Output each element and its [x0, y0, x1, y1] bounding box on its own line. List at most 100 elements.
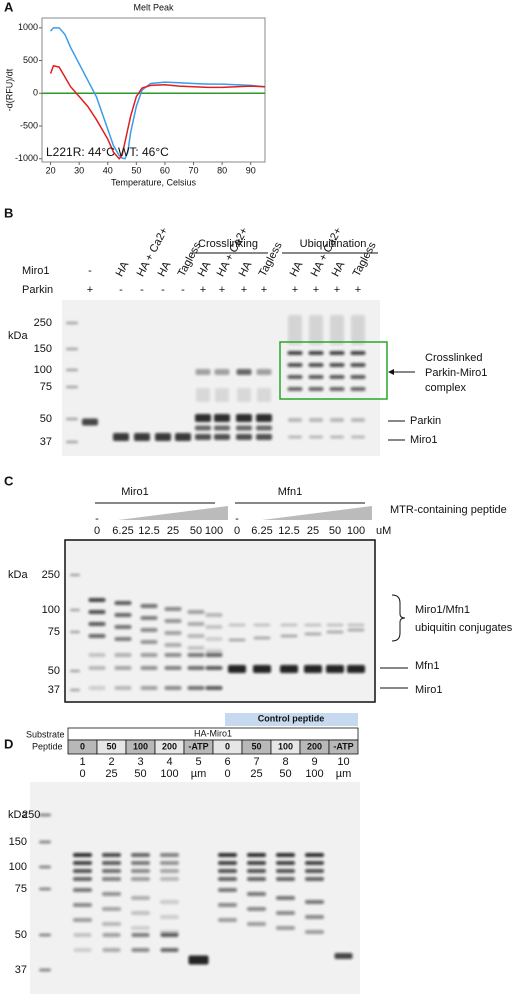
band: [247, 861, 266, 865]
lane-number: 8: [282, 756, 288, 768]
band: [214, 414, 230, 422]
lane-label: HA: [288, 259, 306, 279]
row-label: Miro1: [22, 265, 50, 277]
lane-label: -: [119, 284, 123, 296]
band: [66, 417, 78, 421]
band: [131, 853, 150, 857]
band: [304, 632, 322, 636]
band: [160, 900, 179, 904]
band: [205, 686, 223, 690]
lane-number: 9: [311, 756, 317, 768]
band: [140, 666, 158, 670]
band: [114, 613, 132, 617]
band: [114, 666, 132, 670]
band: [288, 435, 302, 439]
band: [66, 347, 78, 351]
concentration: 25: [105, 768, 117, 780]
band: [73, 948, 92, 952]
band: [330, 418, 344, 422]
band: [187, 653, 205, 657]
y-tick-label: 1000: [18, 22, 38, 32]
peptide: 50: [106, 741, 116, 751]
band: [309, 315, 323, 345]
dash: -: [95, 513, 99, 525]
lane-label: HA: [156, 259, 174, 279]
concentration: 50: [279, 768, 291, 780]
band: [160, 933, 179, 937]
band: [140, 604, 158, 608]
band: [218, 869, 237, 873]
control-banner: [225, 713, 358, 726]
band: [205, 666, 223, 670]
lane-number: 4: [166, 756, 172, 768]
band: [102, 922, 121, 926]
band: [276, 877, 295, 881]
peptide: 200: [162, 741, 177, 751]
band: [131, 926, 150, 930]
band: [305, 869, 324, 873]
peptide: -ATP: [333, 741, 353, 751]
band: [350, 375, 366, 379]
band: [350, 351, 366, 355]
band: [195, 434, 211, 440]
concentration: µm: [336, 768, 352, 780]
band: [102, 861, 121, 865]
band: [164, 666, 182, 670]
plot-frame: [41, 17, 266, 163]
concentration: 12.5: [278, 525, 299, 537]
band: [164, 653, 182, 657]
band: [39, 840, 51, 844]
header: Ubiquitination: [300, 238, 367, 250]
band: [329, 351, 345, 355]
band: [326, 665, 344, 673]
concentration: 25: [307, 525, 319, 537]
marker-label: 250: [42, 569, 60, 581]
concentration: 6.25: [112, 525, 133, 537]
band: [214, 425, 230, 431]
band: [187, 610, 205, 614]
lane-number: 5: [195, 756, 201, 768]
band: [305, 877, 324, 881]
band: [131, 869, 150, 873]
band: [114, 625, 132, 629]
panel-label: C: [4, 473, 14, 488]
band: [329, 363, 345, 367]
row-label: Parkin: [22, 284, 53, 296]
lane-label: +: [200, 284, 206, 296]
band: [39, 813, 51, 817]
panel-label: D: [4, 736, 13, 751]
band: [160, 869, 179, 873]
kda-label: kDa: [8, 330, 28, 342]
band: [256, 425, 272, 431]
band: [131, 877, 150, 881]
band: [236, 414, 252, 422]
concentration: 12.5: [138, 525, 159, 537]
lane-label: +: [261, 284, 267, 296]
band: [102, 877, 121, 881]
arrowhead: [388, 369, 394, 375]
band: [280, 623, 298, 627]
annotation: Crosslinked: [425, 352, 482, 364]
annotation: Mfn1: [415, 660, 439, 672]
band: [214, 369, 230, 375]
lane-label: HA: [114, 259, 132, 279]
concentration: 50: [190, 525, 202, 537]
band: [160, 853, 179, 857]
marker-label: 150: [9, 836, 27, 848]
unit: uM: [376, 525, 391, 537]
band: [160, 877, 179, 881]
lane-label: -: [88, 265, 92, 277]
band: [350, 387, 366, 391]
band: [305, 915, 324, 919]
band: [39, 887, 51, 891]
band: [287, 387, 303, 391]
band: [347, 665, 365, 673]
band: [280, 665, 298, 673]
band: [73, 877, 92, 881]
marker-label: 75: [15, 883, 27, 895]
band: [257, 388, 271, 402]
band: [205, 637, 223, 641]
x-tick-label: 80: [217, 165, 227, 175]
band: [88, 598, 106, 602]
band: [114, 653, 132, 657]
